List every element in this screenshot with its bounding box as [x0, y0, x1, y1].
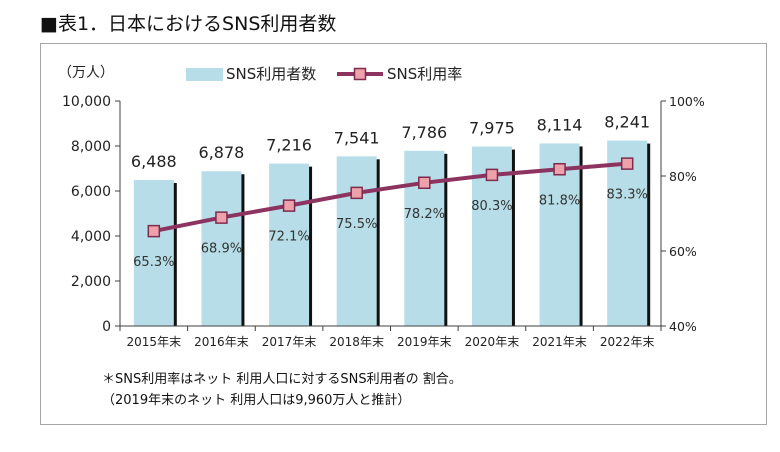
x-tick-label-2018: 2018年末 [329, 335, 384, 349]
x-tick-label-2017: 2017年末 [262, 335, 317, 349]
rate-marker-2021 [553, 163, 566, 176]
y-tick-label-left-3: 6,000 [71, 184, 111, 200]
rate-marker-2015 [147, 224, 161, 238]
users-label-2018: 7,541 [334, 128, 380, 147]
y-tick-label-left-2: 4,000 [71, 229, 111, 245]
y-tick-label-left-0: 0 [102, 319, 111, 335]
users-label-2022: 8,241 [604, 113, 650, 132]
users-label-2019: 7,786 [401, 123, 447, 142]
y-tick-label-left-4: 8,000 [71, 139, 111, 155]
x-tick-label-2020: 2020年末 [465, 335, 520, 349]
y-tick-label-right-1: 60% [669, 244, 697, 259]
footnote-2: （2019年末のネット 利用人口は9,960万人と推計） [102, 393, 411, 408]
y-tick-label-right-3: 100% [669, 94, 705, 109]
legend-rate-label: SNS利用率 [387, 65, 463, 83]
legend-line-swatch [337, 67, 383, 81]
legend-marker-swatch [353, 67, 367, 81]
y-tick-label-right-2: 80% [669, 169, 697, 184]
x-tick-label-2016: 2016年末 [194, 335, 249, 349]
rate-label-2018: 75.5% [336, 217, 377, 232]
users-bar-2022 [607, 140, 648, 326]
users-bars: 6,488 6,878 7,216 7,541 7,786 7,975 8,114 8,241 [131, 113, 651, 326]
rate-label-2021: 81.8% [539, 193, 580, 208]
rate-marker-2017 [282, 199, 296, 212]
rate-marker-2016 [215, 211, 228, 224]
rate-marker-2019 [418, 176, 431, 189]
x-tick-label-2022: 2022年末 [600, 335, 655, 349]
rate-label-2017: 72.1% [268, 230, 309, 245]
y-tick-label-left-1: 2,000 [71, 274, 111, 290]
rate-line [153, 161, 628, 234]
rate-label-2016: 68.9% [201, 242, 242, 257]
legend-users-label: SNS利用者数 [226, 65, 317, 83]
x-tick-label-2015: 2015年末 [127, 335, 182, 349]
x-tick-label-2021: 2021年末 [532, 335, 587, 349]
x-tick-label-2019: 2019年末 [397, 335, 452, 349]
chart-frame [40, 43, 767, 425]
users-bar-2017 [269, 163, 310, 326]
y-tick-label-left-5: 10,000 [62, 94, 111, 110]
users-bar-2016 [201, 171, 242, 326]
users-label-2016: 6,878 [199, 143, 245, 162]
footnote-1: ＊SNS利用率はネット 利用人口に対するSNS利用者の 割合。 [102, 372, 462, 387]
rate-label-2019: 78.2% [404, 207, 445, 222]
rate-marker-2018 [350, 186, 363, 200]
legend-bar-swatch [186, 68, 223, 81]
users-label-2015: 6,488 [131, 152, 177, 171]
rate-label-2015: 65.3% [133, 255, 174, 270]
axes [115, 100, 666, 331]
users-label-2021: 8,114 [537, 115, 583, 134]
page-title: ■表1．日本におけるSNS利用者数 [40, 13, 337, 35]
users-bar-2015 [133, 180, 174, 326]
users-label-2020: 7,975 [469, 119, 515, 138]
y-axis-unit-label: （万人） [58, 65, 114, 81]
rate-marker-2020 [485, 168, 499, 182]
rate-label-2022: 83.3% [607, 188, 648, 203]
users-label-2017: 7,216 [266, 136, 312, 155]
y-tick-label-right-0: 40% [669, 319, 697, 334]
rate-label-2020: 80.3% [471, 199, 512, 214]
rate-marker-2022 [620, 157, 634, 170]
users-bar-2018 [336, 156, 377, 326]
